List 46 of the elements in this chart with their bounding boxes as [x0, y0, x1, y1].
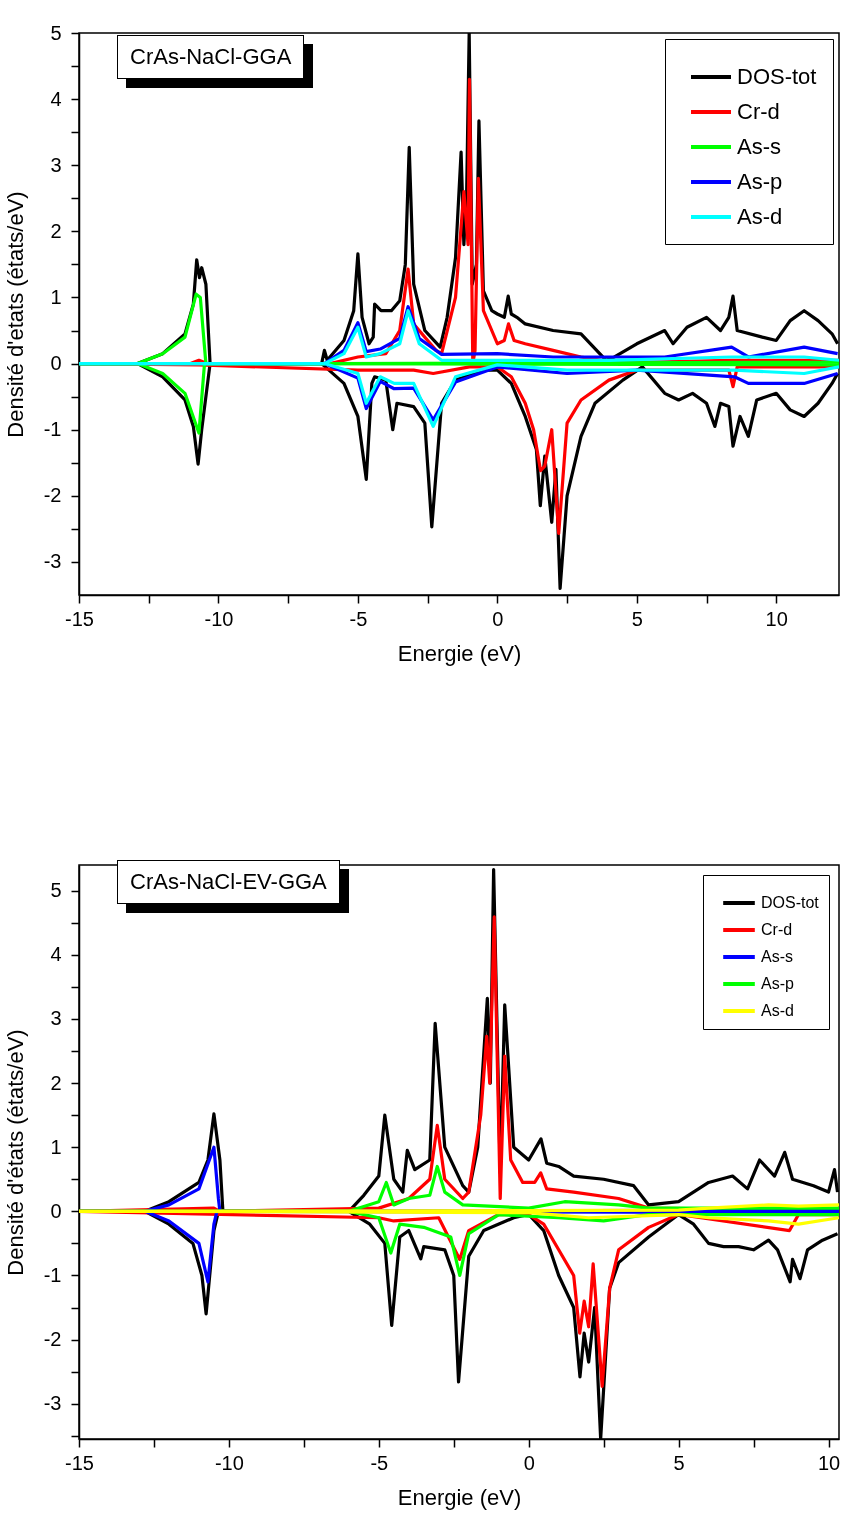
x-axis-title: Energie (eV): [397, 1484, 522, 1510]
y-tick-label: -2: [43, 1328, 62, 1351]
x-tick-label: 0: [492, 607, 504, 630]
y-tick-label: 4: [50, 943, 62, 966]
y-tick-label: 1: [50, 285, 62, 308]
x-tick-label: 10: [817, 1451, 841, 1474]
legend-label: Cr-d: [737, 99, 780, 124]
chart-title: CrAs-NaCl-EV-GGA: [117, 860, 340, 904]
legend-label: As-p: [761, 975, 794, 992]
y-tick-label: 1: [50, 1135, 62, 1158]
y-tick-label: 0: [50, 1199, 62, 1222]
y-axis-title: Densité d'états (états/eV): [2, 1029, 28, 1276]
y-tick-label: -2: [43, 484, 62, 507]
legend-label: As-d: [761, 1002, 794, 1019]
legend-label: As-s: [761, 948, 793, 965]
y-tick-label: 3: [50, 1007, 62, 1030]
x-tick-label: -10: [204, 607, 234, 630]
legend-label: As-s: [737, 134, 781, 159]
legend-label: As-d: [737, 204, 783, 229]
y-tick-label: 5: [50, 21, 62, 44]
y-tick-label: -3: [43, 1392, 62, 1415]
y-tick-label: -1: [43, 418, 62, 441]
x-tick-label: 5: [631, 607, 643, 630]
legend-label: As-p: [737, 169, 783, 194]
y-tick-label: -1: [43, 1263, 62, 1286]
x-tick-label: 0: [523, 1451, 535, 1474]
legend-label: Cr-d: [761, 921, 793, 938]
y-tick-label: 2: [50, 219, 62, 242]
y-tick-label: 0: [50, 352, 62, 375]
x-tick-label: -5: [349, 607, 368, 630]
x-tick-label: -10: [214, 1451, 244, 1474]
x-tick-label: -5: [370, 1451, 389, 1474]
y-axis-title: Densité d'etats (états/eV): [2, 191, 28, 438]
x-tick-label: -15: [65, 607, 94, 630]
x-axis-title: Energie (eV): [397, 640, 522, 666]
y-tick-label: 3: [50, 153, 62, 176]
y-tick-label: 2: [50, 1071, 62, 1094]
x-tick-label: 10: [765, 607, 788, 630]
y-tick-label: -3: [43, 550, 62, 573]
x-tick-label: 5: [673, 1451, 685, 1474]
y-tick-label: 5: [50, 879, 62, 902]
legend-label: DOS-tot: [737, 64, 817, 89]
text: CrAs-NaCl-GGA: [117, 35, 305, 79]
y-tick-label: 4: [50, 87, 62, 110]
x-tick-label: -15: [65, 1451, 94, 1474]
legend-label: DOS-tot: [761, 894, 820, 911]
